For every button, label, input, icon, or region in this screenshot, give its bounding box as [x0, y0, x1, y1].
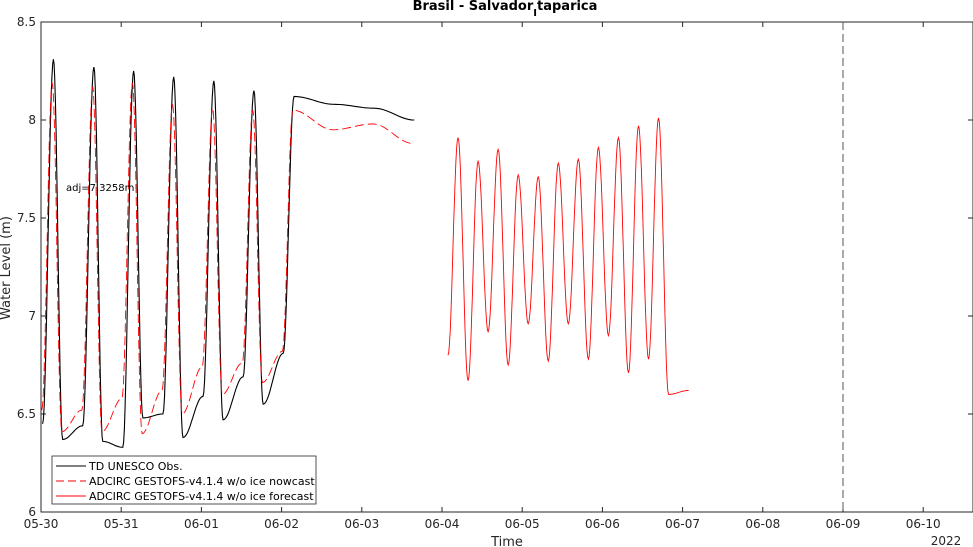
x-tick-label: 06-03 [344, 517, 379, 531]
x-tick-label: 06-01 [184, 517, 219, 531]
chart-title-main: Brasil - Salvador [413, 0, 534, 14]
series-forecast-line [448, 118, 689, 394]
x-tick-label: 06-08 [745, 517, 780, 531]
y-tick-label: 6.5 [17, 407, 36, 421]
y-tick-label: 7.5 [17, 211, 36, 225]
y-tick-label: 6 [28, 505, 36, 519]
series-nowcast-line [42, 83, 413, 434]
legend-label-forecast: ADCIRC GESTOFS-v4.1.4 w/o ice forecast [89, 490, 314, 503]
plot-frame [41, 22, 973, 512]
adjustment-annotation: adj=7.3258m [66, 183, 134, 194]
x-tick-label: 06-09 [826, 517, 861, 531]
year-label: 2022 [931, 534, 962, 547]
x-tick-label: 05-31 [104, 517, 139, 531]
y-tick-label: 8 [28, 113, 36, 127]
legend-label-nowcast: ADCIRC GESTOFS-v4.1.4 w/o ice nowcast [89, 475, 315, 488]
y-tick-label: 8.5 [17, 15, 36, 29]
y-tick-label: 7 [28, 309, 36, 323]
x-tick-label: 06-04 [425, 517, 460, 531]
x-tick-label: 06-05 [505, 517, 540, 531]
x-tick-label: 06-02 [264, 517, 299, 531]
x-tick-label: 06-06 [585, 517, 620, 531]
chart-title: Brasil - SalvadorItaparica [413, 0, 598, 19]
x-axis-label: Time [490, 535, 523, 547]
axes-ticks: 05-30 05-31 06-01 06-02 06-03 06-04 06-05 06-06… [17, 15, 973, 531]
series-layer [42, 59, 689, 447]
x-tick-label: 06-10 [906, 517, 941, 531]
x-tick-label: 05-30 [24, 517, 59, 531]
x-tick-label: 06-07 [665, 517, 700, 531]
series-obs-line [43, 59, 415, 447]
legend: TD UNESCO Obs. ADCIRC GESTOFS-v4.1.4 w/o… [52, 456, 316, 504]
chart-title-tail: taparica [537, 0, 597, 14]
y-axis-label: Water Level (m) [0, 216, 14, 320]
legend-label-obs: TD UNESCO Obs. [88, 460, 183, 473]
